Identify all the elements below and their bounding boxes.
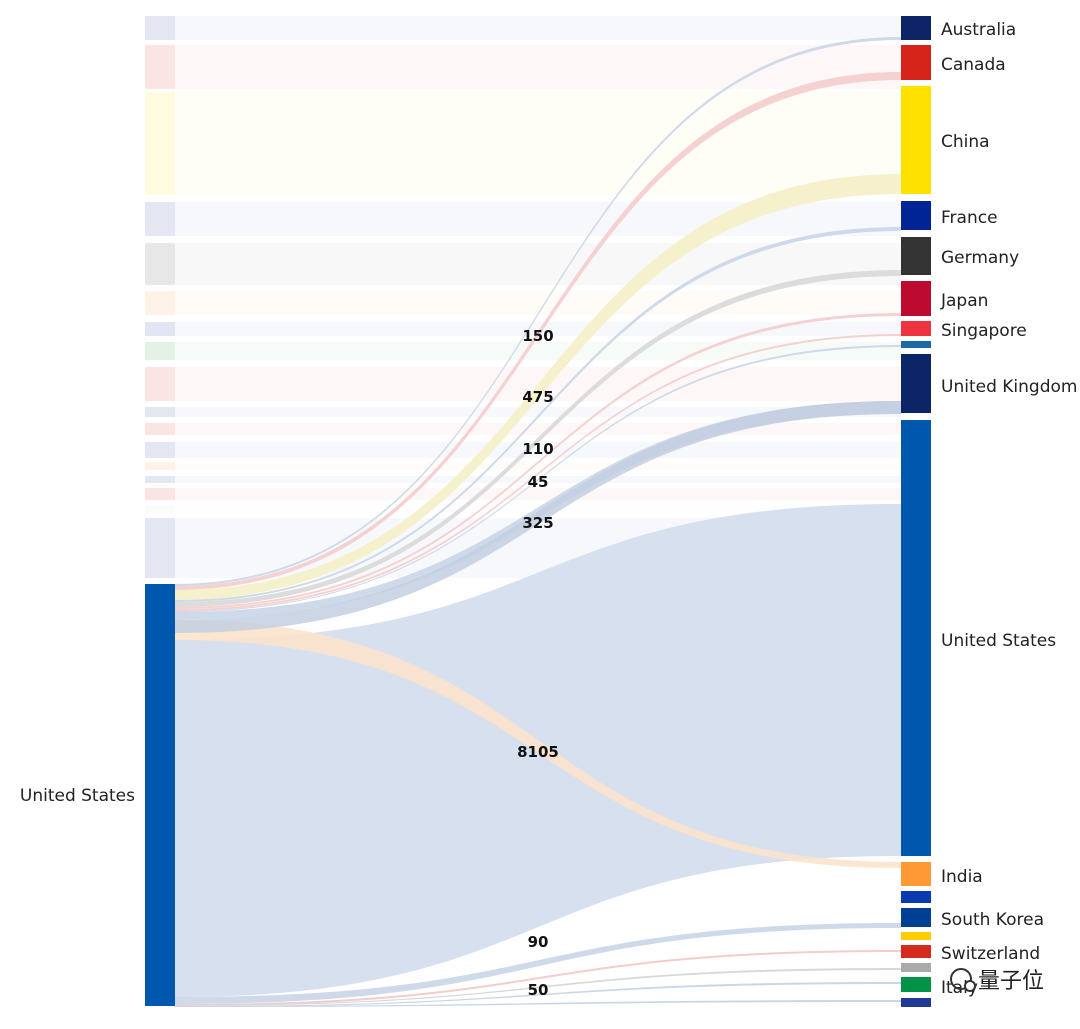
target-node[interactable] <box>901 86 931 194</box>
target-node[interactable] <box>901 321 931 336</box>
background-link <box>175 322 901 336</box>
target-node[interactable] <box>901 862 931 886</box>
background-link <box>175 243 901 285</box>
flow-link[interactable] <box>175 174 901 600</box>
background-link <box>175 462 901 470</box>
target-node[interactable] <box>901 16 931 40</box>
target-node[interactable] <box>901 998 931 1007</box>
background-links <box>175 16 901 578</box>
target-node[interactable] <box>901 237 931 275</box>
source-node-label: United States <box>20 786 135 806</box>
flow-link[interactable] <box>175 982 901 1007</box>
background-link <box>175 442 901 458</box>
flow-link[interactable] <box>175 950 901 1006</box>
background-link <box>175 202 901 236</box>
flow-value-label: 50 <box>528 981 549 999</box>
source-node[interactable] <box>145 488 175 500</box>
flow-link[interactable] <box>175 923 901 1004</box>
target-node[interactable] <box>901 354 931 413</box>
flow-link[interactable] <box>175 401 901 620</box>
flow-value-label: 110 <box>522 440 553 458</box>
background-link <box>175 16 901 40</box>
wechat-icon <box>949 968 976 992</box>
background-link <box>175 407 901 417</box>
target-node-label: India <box>941 867 983 887</box>
source-node[interactable] <box>145 423 175 435</box>
target-node[interactable] <box>901 45 931 80</box>
target-node-label: China <box>941 132 990 152</box>
target-node[interactable] <box>901 281 931 316</box>
target-node[interactable] <box>901 908 931 927</box>
flow-link[interactable] <box>175 1000 901 1007</box>
target-nodes <box>901 16 931 1007</box>
source-node[interactable] <box>145 407 175 417</box>
source-node[interactable] <box>145 45 175 89</box>
target-node[interactable] <box>901 945 931 958</box>
source-node[interactable] <box>145 462 175 470</box>
flow-value-label: 90 <box>528 933 549 951</box>
target-node-label: United States <box>941 631 1056 651</box>
flow-link[interactable] <box>175 270 901 607</box>
target-node-label: Japan <box>940 291 988 311</box>
source-node[interactable] <box>145 202 175 236</box>
watermark-text: 量子位 <box>977 969 1044 994</box>
target-node-label: South Korea <box>941 910 1044 930</box>
target-node-label: United Kingdom <box>941 377 1077 397</box>
value-labels: 150 475 110 45 325 8105 90 50 <box>517 327 559 999</box>
background-link <box>175 92 901 195</box>
source-node[interactable] <box>145 291 175 315</box>
target-node[interactable] <box>901 977 931 992</box>
source-node[interactable] <box>145 584 175 1006</box>
target-node[interactable] <box>901 932 931 940</box>
target-node-label: Canada <box>941 55 1006 75</box>
source-nodes <box>145 16 175 1006</box>
flow-link[interactable] <box>175 968 901 1006</box>
target-node[interactable] <box>901 963 931 972</box>
target-node[interactable] <box>901 891 931 903</box>
source-node[interactable] <box>145 518 175 578</box>
target-node-label: Switzerland <box>941 944 1040 964</box>
source-node[interactable] <box>145 92 175 195</box>
target-node[interactable] <box>901 341 931 348</box>
flow-value-label: 475 <box>522 388 553 406</box>
background-link <box>175 423 901 435</box>
node-labels: United States Australia Canada China France G… <box>20 20 1078 998</box>
source-node[interactable] <box>145 342 175 360</box>
source-node[interactable] <box>145 476 175 483</box>
target-node-label: France <box>941 208 998 228</box>
source-node[interactable] <box>145 16 175 40</box>
watermark: 量子位 <box>949 963 1044 995</box>
flow-link[interactable] <box>175 620 901 868</box>
highlighted-links <box>175 37 901 1007</box>
background-link <box>175 291 901 315</box>
target-node[interactable] <box>901 420 931 856</box>
target-node-label: Singapore <box>941 321 1027 341</box>
background-link <box>175 488 901 500</box>
background-link <box>175 342 901 360</box>
target-node[interactable] <box>901 201 931 230</box>
source-node[interactable] <box>145 367 175 401</box>
target-node-label: Germany <box>941 248 1019 268</box>
source-node[interactable] <box>145 442 175 458</box>
flow-value-label: 45 <box>528 473 549 491</box>
target-node-label: Australia <box>941 20 1016 40</box>
flow-link[interactable] <box>175 401 901 633</box>
background-link <box>175 45 901 89</box>
flow-value-label: 150 <box>522 327 553 345</box>
source-node[interactable] <box>145 322 175 336</box>
flow-value-label: 325 <box>522 514 553 532</box>
source-node[interactable] <box>145 505 175 513</box>
flow-value-label: 8105 <box>517 743 559 761</box>
source-node[interactable] <box>145 243 175 285</box>
